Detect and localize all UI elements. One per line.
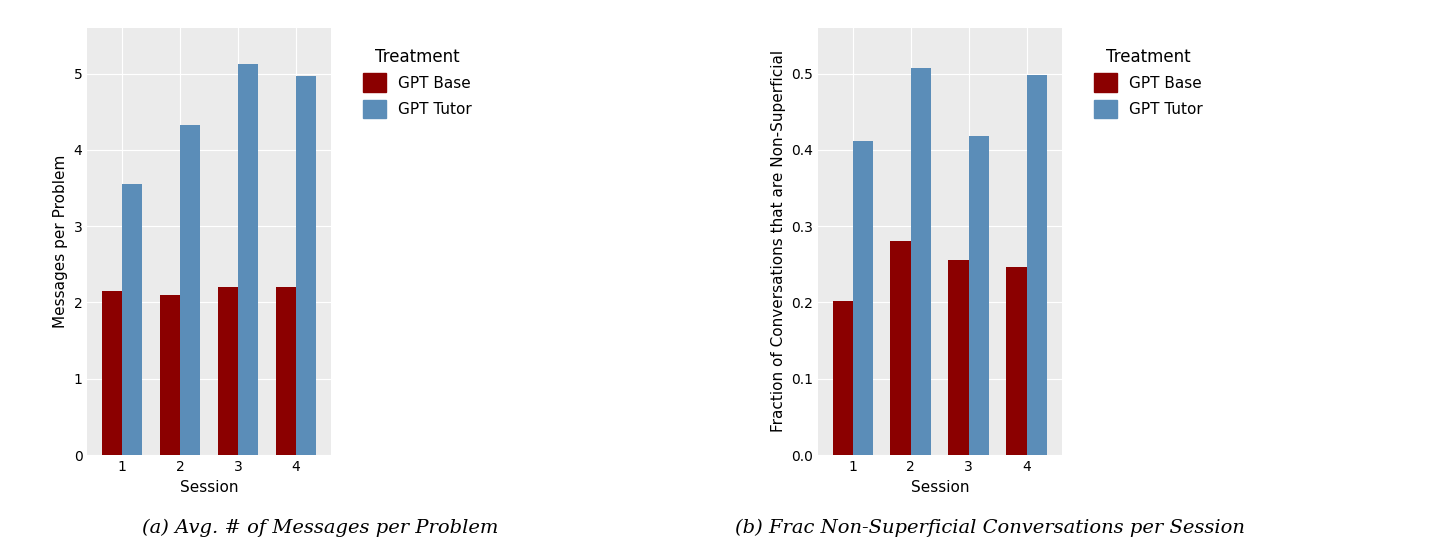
Bar xyxy=(911,68,930,455)
Bar xyxy=(853,141,874,455)
Y-axis label: Messages per Problem: Messages per Problem xyxy=(52,155,68,328)
Bar xyxy=(239,64,258,455)
Bar xyxy=(275,287,296,455)
Bar xyxy=(1006,266,1026,455)
Bar xyxy=(160,295,181,455)
X-axis label: Session: Session xyxy=(910,480,970,495)
Bar xyxy=(218,287,239,455)
Bar xyxy=(833,301,853,455)
Legend: GPT Base, GPT Tutor: GPT Base, GPT Tutor xyxy=(1082,36,1214,130)
Bar xyxy=(948,260,968,455)
Legend: GPT Base, GPT Tutor: GPT Base, GPT Tutor xyxy=(351,36,483,130)
Y-axis label: Fraction of Conversations that are Non-Superficial: Fraction of Conversations that are Non-S… xyxy=(770,51,786,432)
Bar xyxy=(102,291,122,455)
Bar xyxy=(122,184,143,455)
Text: (a) Avg. # of Messages per Problem: (a) Avg. # of Messages per Problem xyxy=(143,518,498,537)
Bar xyxy=(891,241,911,455)
Bar xyxy=(181,125,201,455)
Bar xyxy=(296,76,316,455)
Bar xyxy=(1026,75,1047,455)
Text: (b) Frac Non-Superficial Conversations per Session: (b) Frac Non-Superficial Conversations p… xyxy=(735,518,1245,537)
X-axis label: Session: Session xyxy=(181,480,239,495)
Bar xyxy=(968,136,989,455)
